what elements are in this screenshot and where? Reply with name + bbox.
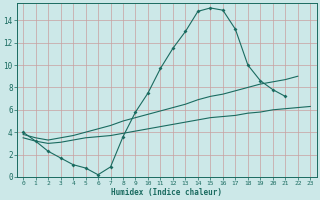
X-axis label: Humidex (Indice chaleur): Humidex (Indice chaleur) (111, 188, 222, 197)
